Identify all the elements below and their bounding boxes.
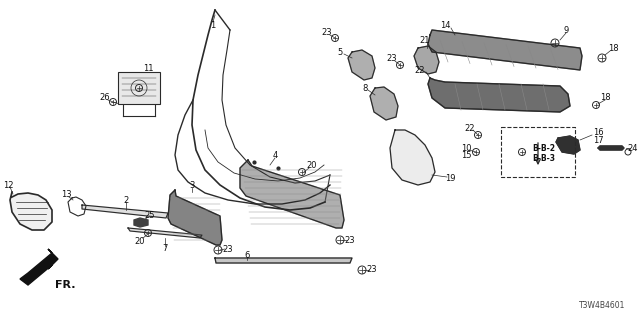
Polygon shape	[215, 258, 352, 263]
Text: 23: 23	[322, 28, 332, 36]
Text: 23: 23	[345, 236, 355, 244]
Polygon shape	[240, 160, 344, 228]
Text: 10: 10	[461, 143, 471, 153]
Text: 23: 23	[223, 244, 234, 253]
Polygon shape	[134, 218, 148, 227]
Polygon shape	[556, 136, 580, 154]
Text: 25: 25	[145, 211, 156, 220]
Text: 16: 16	[593, 127, 604, 137]
Polygon shape	[20, 249, 58, 285]
Polygon shape	[428, 78, 570, 112]
Text: 6: 6	[244, 251, 250, 260]
Text: 13: 13	[61, 189, 71, 198]
Polygon shape	[168, 190, 222, 245]
Polygon shape	[348, 50, 375, 80]
Text: 1: 1	[211, 20, 216, 29]
Polygon shape	[598, 146, 624, 150]
Text: T3W4B4601: T3W4B4601	[579, 301, 625, 310]
Text: 22: 22	[465, 124, 476, 132]
Text: 9: 9	[563, 26, 568, 35]
Text: 15: 15	[461, 150, 471, 159]
Text: 23: 23	[367, 266, 378, 275]
Text: 14: 14	[440, 20, 451, 29]
Polygon shape	[428, 30, 582, 70]
Text: 22: 22	[415, 66, 425, 75]
Polygon shape	[414, 46, 439, 74]
Text: 18: 18	[600, 92, 611, 101]
Text: FR.: FR.	[55, 280, 76, 290]
Text: 18: 18	[608, 44, 618, 52]
Text: 2: 2	[124, 196, 129, 204]
Text: 3: 3	[189, 180, 195, 189]
Text: 8: 8	[362, 84, 368, 92]
Text: 23: 23	[387, 53, 397, 62]
Text: B-B-3: B-B-3	[532, 154, 556, 163]
Polygon shape	[390, 130, 435, 185]
Text: 24: 24	[628, 143, 638, 153]
Text: 19: 19	[445, 173, 455, 182]
Polygon shape	[82, 205, 168, 218]
Text: 11: 11	[143, 63, 153, 73]
Text: 21: 21	[420, 36, 430, 44]
Text: B-B-2: B-B-2	[532, 143, 556, 153]
Bar	[118, 72, 160, 104]
Text: 20: 20	[135, 236, 145, 245]
Polygon shape	[370, 87, 398, 120]
Text: 5: 5	[337, 47, 342, 57]
Text: 20: 20	[307, 161, 317, 170]
Text: 4: 4	[273, 150, 278, 159]
Text: 17: 17	[593, 135, 604, 145]
Text: 26: 26	[100, 92, 110, 101]
Polygon shape	[128, 228, 202, 238]
Text: 7: 7	[163, 244, 168, 252]
Polygon shape	[10, 192, 52, 230]
Text: 12: 12	[3, 180, 13, 189]
